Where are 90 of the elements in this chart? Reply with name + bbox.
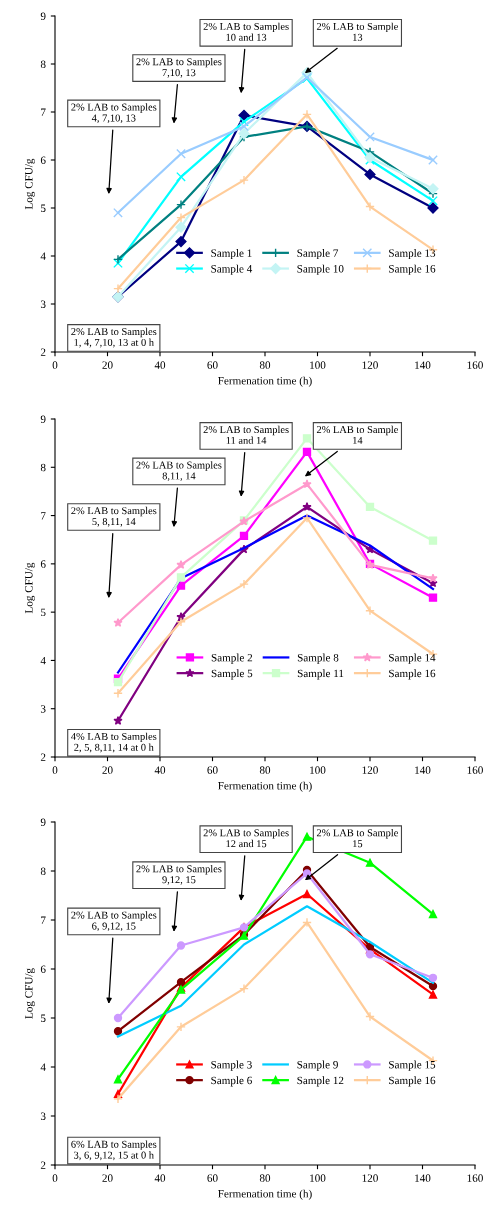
y-axis-title: Log CFU/g <box>25 562 35 614</box>
legend-label: Sample 4 <box>211 264 253 275</box>
x-tick-label: 20 <box>102 361 113 369</box>
legend-label: Sample 14 <box>389 653 436 664</box>
y-tick-label: 7 <box>41 512 46 520</box>
x-tick-label: 0 <box>52 361 58 369</box>
legend-label: Sample 8 <box>297 653 339 664</box>
x-tick-label: 80 <box>259 361 271 369</box>
x-tick-label: 20 <box>102 766 113 774</box>
y-tick-label: 8 <box>40 463 46 472</box>
legend-label: Sample 15 <box>389 1060 436 1071</box>
y-tick-label: 2 <box>40 753 46 761</box>
y-tick-label: 8 <box>40 867 46 875</box>
x-tick-label: 100 <box>310 361 326 369</box>
legend-label: Sample 16 <box>389 1076 436 1087</box>
legend-label: Sample 6 <box>211 1076 252 1087</box>
legend-label: Sample 1 <box>211 249 252 260</box>
x-tick-label: 100 <box>310 1174 326 1182</box>
y-tick-label: 2 <box>40 348 46 356</box>
annotation: 2% LAB to Sample 13 <box>316 22 398 41</box>
x-tick-label: 100 <box>310 766 326 774</box>
legend-label: Sample 7 <box>297 249 339 260</box>
annotation: 2% LAB to Samples 10 and 13 <box>203 22 289 41</box>
x-tick-label: 160 <box>467 361 483 369</box>
legend-label: Sample 11 <box>297 669 344 680</box>
y-tick-label: 5 <box>41 608 46 617</box>
y-tick-label: 4 <box>40 656 46 665</box>
y-tick-label: 7 <box>41 916 46 924</box>
legend-label: Sample 16 <box>389 264 436 275</box>
annotation: 6% LAB to Samples 3, 6, 9,12, 15 at 0 h <box>71 1140 157 1161</box>
x-tick-label: 120 <box>362 361 378 369</box>
x-tick-label: 40 <box>154 361 166 369</box>
annotation: 2% LAB to Samples 7,10, 13 <box>136 57 222 78</box>
annotation: 2% LAB to Sample 15 <box>316 828 398 848</box>
x-tick-label: 20 <box>102 1174 113 1182</box>
legend-label: Sample 12 <box>297 1076 344 1087</box>
y-tick-label: 4 <box>40 1063 46 1071</box>
annotation: 2% LAB to Samples 11 and 14 <box>203 425 289 444</box>
y-tick-label: 4 <box>40 252 46 260</box>
y-tick-label: 8 <box>40 60 46 68</box>
x-tick-label: 140 <box>415 361 431 369</box>
y-tick-label: 3 <box>40 705 46 713</box>
annotation: 2% LAB to Samples 4, 7,10, 13 <box>71 103 157 123</box>
y-tick-label: 7 <box>41 108 46 116</box>
legend-label: Sample 9 <box>297 1060 338 1071</box>
legend-label: Sample 2 <box>211 653 253 664</box>
y-tick-label: 2 <box>40 1161 46 1169</box>
x-tick-label: 120 <box>362 766 378 774</box>
x-tick-label: 120 <box>362 1174 378 1182</box>
legend-label: Sample 5 <box>211 669 253 680</box>
x-tick-label: 40 <box>154 1174 166 1182</box>
y-tick-label: 6 <box>40 560 46 568</box>
legend-label: Sample 3 <box>211 1060 252 1071</box>
x-tick-label: 160 <box>467 1174 483 1182</box>
x-tick-label: 140 <box>415 1174 431 1182</box>
y-tick-label: 9 <box>40 818 46 826</box>
legend-label: Sample 13 <box>389 249 436 260</box>
x-axis-title: Fermenation time (h) <box>218 781 312 792</box>
legend-label: Sample 10 <box>297 264 344 275</box>
annotation: 2% LAB to Samples 1, 4, 7,10, 13 at 0 h <box>71 327 157 348</box>
y-tick-label: 6 <box>40 965 46 973</box>
y-tick-label: 9 <box>40 12 46 20</box>
x-tick-label: 0 <box>52 766 58 774</box>
legend-label: Sample 16 <box>389 669 436 680</box>
annotation: 4% LAB to Samples 2, 5, 8,11, 14 at 0 h <box>71 732 157 753</box>
annotation: 2% LAB to Samples 8,11, 14 <box>136 461 222 481</box>
x-tick-label: 80 <box>259 766 271 774</box>
x-axis-title: Fermenation time (h) <box>218 1189 312 1200</box>
x-tick-label: 60 <box>207 1174 218 1182</box>
y-tick-label: 5 <box>41 1014 46 1022</box>
x-tick-label: 0 <box>52 1174 58 1182</box>
annotation: 2% LAB to Samples 9,12, 15 <box>136 865 222 885</box>
x-tick-label: 40 <box>154 766 166 774</box>
x-tick-label: 140 <box>415 766 431 774</box>
annotation: 2% LAB to Samples 5, 8,11, 14 <box>71 506 157 527</box>
x-tick-label: 80 <box>259 1174 271 1182</box>
y-tick-label: 5 <box>41 204 46 212</box>
y-axis-title: Log CFU/g <box>25 968 35 1019</box>
x-tick-label: 60 <box>207 766 218 774</box>
annotation: 2% LAB to Sample 14 <box>316 425 398 444</box>
annotation: 2% LAB to Samples 6, 9,12, 15 <box>71 911 157 932</box>
y-tick-label: 6 <box>40 156 46 164</box>
y-tick-label: 9 <box>40 415 46 423</box>
x-tick-label: 160 <box>467 766 483 774</box>
y-tick-label: 3 <box>40 300 46 308</box>
x-tick-label: 60 <box>207 361 218 369</box>
x-axis-title: Fermenation time (h) <box>218 376 312 387</box>
y-tick-label: 3 <box>40 1112 46 1120</box>
y-axis-title: Log CFU/g <box>25 158 35 210</box>
annotation: 2% LAB to Samples 12 and 15 <box>203 828 289 848</box>
